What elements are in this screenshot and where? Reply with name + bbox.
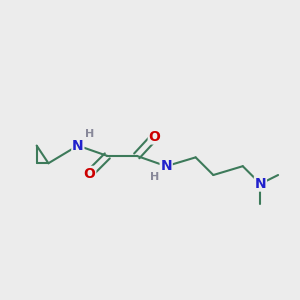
Text: N: N <box>255 177 266 191</box>
Text: O: O <box>148 130 160 144</box>
Text: H: H <box>85 129 94 139</box>
Text: N: N <box>160 159 172 173</box>
Text: H: H <box>150 172 159 182</box>
Text: O: O <box>84 167 96 181</box>
Text: N: N <box>72 139 84 153</box>
